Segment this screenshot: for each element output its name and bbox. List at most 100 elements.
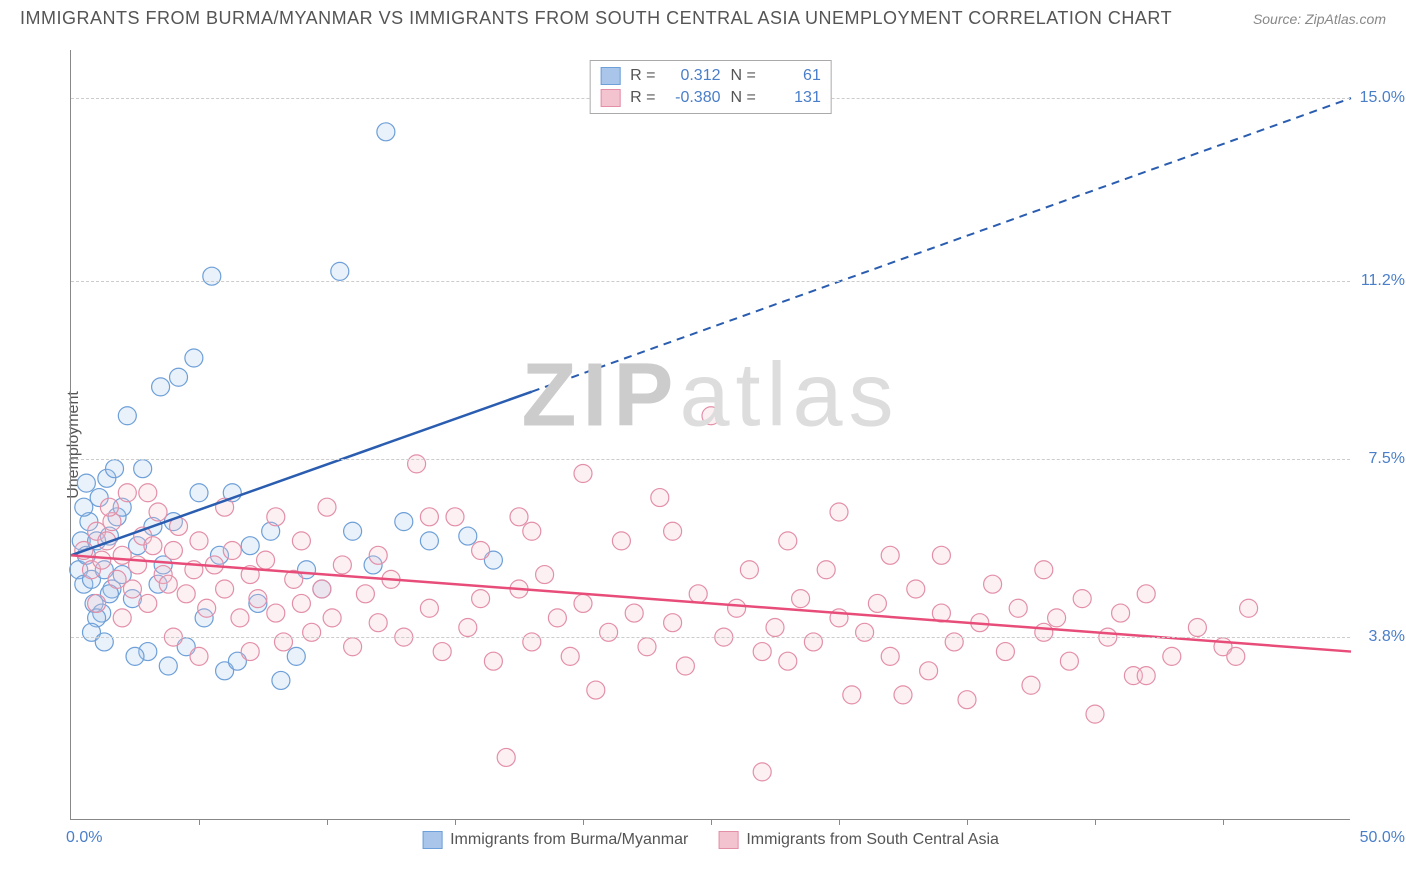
data-point — [740, 561, 758, 579]
data-point — [369, 614, 387, 632]
data-point — [459, 619, 477, 637]
data-point — [612, 532, 630, 550]
data-point — [257, 551, 275, 569]
data-point — [223, 542, 241, 560]
data-point — [676, 657, 694, 675]
data-point — [344, 522, 362, 540]
data-point — [323, 609, 341, 627]
data-point — [523, 633, 541, 651]
data-point — [1022, 676, 1040, 694]
data-point — [144, 537, 162, 555]
data-point — [792, 590, 810, 608]
correlation-legend: R = 0.312 N = 61 R = -0.380 N = 131 — [589, 60, 832, 114]
data-point — [804, 633, 822, 651]
data-point — [894, 686, 912, 704]
data-point — [446, 508, 464, 526]
data-point — [766, 619, 784, 637]
n-label: N = — [731, 89, 756, 107]
data-point — [249, 590, 267, 608]
data-point — [664, 614, 682, 632]
data-point — [868, 594, 886, 612]
swatch-series-1 — [600, 89, 620, 107]
data-point — [651, 489, 669, 507]
data-point — [1060, 652, 1078, 670]
x-tick — [711, 819, 712, 825]
data-point — [702, 407, 720, 425]
r-value-0: 0.312 — [666, 67, 721, 85]
x-tick — [1095, 819, 1096, 825]
data-point — [303, 623, 321, 641]
data-point — [1188, 619, 1206, 637]
data-point — [484, 652, 502, 670]
data-point — [356, 585, 374, 603]
data-point — [287, 647, 305, 665]
data-point — [77, 474, 95, 492]
data-point — [190, 532, 208, 550]
data-point — [164, 542, 182, 560]
data-point — [1048, 609, 1066, 627]
y-tick-label: 11.2% — [1361, 272, 1405, 290]
data-point — [274, 633, 292, 651]
legend-label-1: Immigrants from South Central Asia — [746, 831, 999, 849]
data-point — [1035, 623, 1053, 641]
data-point — [1137, 585, 1155, 603]
trendline-extrapolation — [532, 98, 1351, 392]
data-point — [177, 585, 195, 603]
data-point — [574, 465, 592, 483]
swatch-icon — [718, 831, 738, 849]
data-point — [198, 599, 216, 617]
data-point — [958, 691, 976, 709]
gridline — [71, 637, 1350, 638]
data-point — [932, 546, 950, 564]
x-max-label: 50.0% — [1360, 829, 1405, 847]
data-point — [408, 455, 426, 473]
data-point — [395, 513, 413, 531]
data-point — [753, 763, 771, 781]
legend-item-0: Immigrants from Burma/Myanmar — [422, 831, 688, 849]
data-point — [93, 551, 111, 569]
data-point — [625, 604, 643, 622]
data-point — [159, 657, 177, 675]
x-tick — [967, 819, 968, 825]
y-tick-label: 15.0% — [1360, 89, 1405, 107]
data-point — [159, 575, 177, 593]
data-point — [459, 527, 477, 545]
x-min-label: 0.0% — [66, 829, 102, 847]
r-label: R = — [630, 67, 655, 85]
data-point — [185, 349, 203, 367]
data-point — [241, 537, 259, 555]
data-point — [75, 498, 93, 516]
data-point — [118, 407, 136, 425]
data-point — [638, 638, 656, 656]
gridline — [71, 459, 1350, 460]
data-point — [472, 542, 490, 560]
swatch-icon — [422, 831, 442, 849]
data-point — [139, 484, 157, 502]
data-point — [574, 594, 592, 612]
data-point — [420, 508, 438, 526]
data-point — [817, 561, 835, 579]
data-point — [1112, 604, 1130, 622]
data-point — [881, 546, 899, 564]
data-point — [753, 643, 771, 661]
data-point — [292, 532, 310, 550]
data-point — [331, 262, 349, 280]
data-point — [267, 604, 285, 622]
data-point — [1073, 590, 1091, 608]
data-point — [134, 460, 152, 478]
chart-source: Source: ZipAtlas.com — [1253, 11, 1386, 27]
data-point — [88, 594, 106, 612]
data-point — [843, 686, 861, 704]
y-tick-label: 3.8% — [1369, 628, 1405, 646]
scatter-svg — [71, 50, 1350, 819]
plot-area: ZIPatlas R = 0.312 N = 61 R = -0.380 N =… — [70, 50, 1350, 820]
data-point — [830, 503, 848, 521]
gridline — [71, 281, 1350, 282]
legend-row-series-1: R = -0.380 N = 131 — [600, 87, 821, 109]
data-point — [100, 498, 118, 516]
data-point — [548, 609, 566, 627]
x-tick — [199, 819, 200, 825]
data-point — [216, 580, 234, 598]
data-point — [881, 647, 899, 665]
data-point — [984, 575, 1002, 593]
